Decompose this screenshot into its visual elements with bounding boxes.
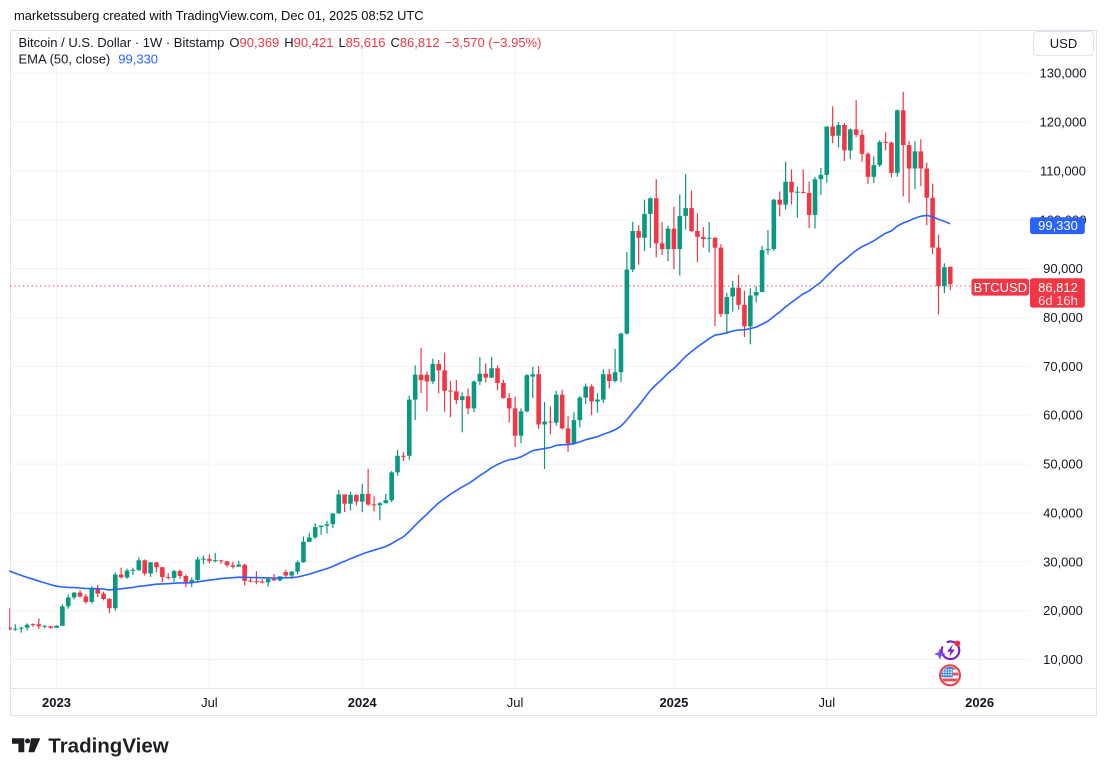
svg-text:50,000: 50,000 xyxy=(1043,457,1083,472)
svg-text:Jul: Jul xyxy=(818,695,835,710)
svg-text:2026: 2026 xyxy=(965,695,994,710)
svg-text:86,812: 86,812 xyxy=(1038,280,1078,295)
svg-text:Jul: Jul xyxy=(507,695,524,710)
svg-text:EMA (50, close)99,330: EMA (50, close) 99,330 xyxy=(19,52,159,67)
svg-text:30,000: 30,000 xyxy=(1043,554,1083,569)
svg-text:110,000: 110,000 xyxy=(1040,163,1086,178)
svg-text:USD: USD xyxy=(1050,36,1077,51)
svg-text:120,000: 120,000 xyxy=(1040,115,1087,130)
svg-text:70,000: 70,000 xyxy=(1043,359,1083,374)
svg-text:2025: 2025 xyxy=(659,695,688,710)
svg-text:2023: 2023 xyxy=(42,695,71,710)
svg-text:80,000: 80,000 xyxy=(1043,310,1083,325)
svg-text:90,000: 90,000 xyxy=(1043,261,1083,276)
svg-text:6d 16h: 6d 16h xyxy=(1038,293,1078,308)
svg-text:60,000: 60,000 xyxy=(1043,408,1083,423)
svg-text:marketssuberg created with Tra: marketssuberg created with TradingView.c… xyxy=(14,8,424,23)
svg-text:2024: 2024 xyxy=(348,695,378,710)
svg-text:BTCUSD: BTCUSD xyxy=(974,280,1027,295)
svg-text:Jul: Jul xyxy=(201,695,218,710)
svg-text:40,000: 40,000 xyxy=(1043,505,1083,520)
svg-text:20,000: 20,000 xyxy=(1043,603,1083,618)
svg-text:10,000: 10,000 xyxy=(1043,652,1083,667)
svg-text:99,330: 99,330 xyxy=(1038,218,1078,233)
svg-text:130,000: 130,000 xyxy=(1040,66,1087,81)
svg-text:TradingView: TradingView xyxy=(48,735,168,758)
